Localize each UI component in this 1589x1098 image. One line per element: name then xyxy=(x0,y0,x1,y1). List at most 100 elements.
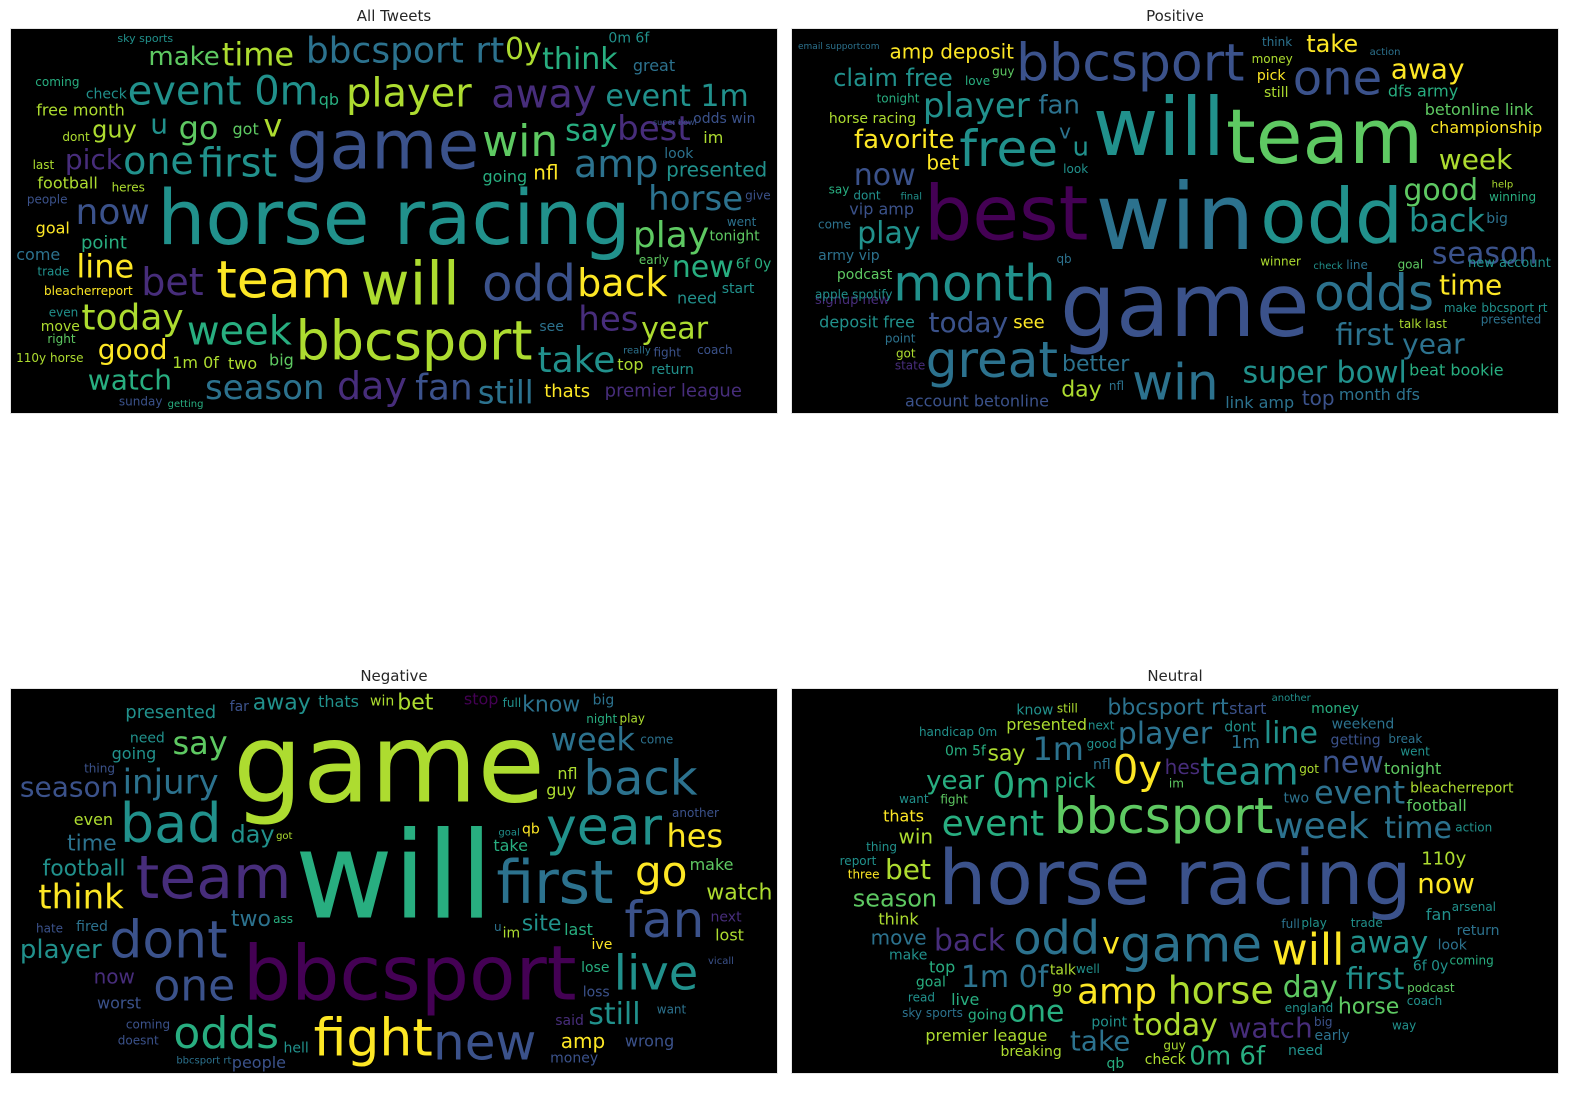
cloud-word: first xyxy=(199,140,277,186)
cloud-word: go xyxy=(635,847,687,896)
cloud-word: day xyxy=(337,364,407,408)
cloud-word: guy xyxy=(546,781,576,800)
cloud-word: pick xyxy=(1257,68,1286,84)
cloud-word: coach xyxy=(697,343,733,357)
cloud-word: today xyxy=(1133,1008,1218,1043)
cloud-word: make xyxy=(889,948,927,964)
cloud-word: back xyxy=(577,261,667,305)
cloud-word: qb xyxy=(319,90,339,109)
panel-positive: Positive win game will best odd team bbcsport f… xyxy=(791,6,1559,416)
cloud-word: know xyxy=(1016,702,1053,718)
cloud-word: odd xyxy=(482,255,576,313)
cloud-word: going xyxy=(483,167,528,186)
cloud-word: season xyxy=(853,885,937,913)
cloud-word: day xyxy=(1283,970,1338,1005)
cloud-word: team xyxy=(136,843,292,913)
cloud-word: now xyxy=(94,965,135,989)
cloud-word: think xyxy=(542,42,618,77)
cloud-word: got xyxy=(276,831,292,842)
cloud-word: point xyxy=(885,332,916,346)
cloud-word: win xyxy=(1132,354,1218,412)
cloud-word: two xyxy=(231,907,271,932)
cloud-word: player xyxy=(20,935,102,965)
cloud-word: week xyxy=(1274,806,1369,847)
cloud-word: hell xyxy=(283,1041,308,1057)
cloud-word: break xyxy=(1388,732,1422,746)
cloud-word: best xyxy=(924,169,1088,258)
cloud-word: win xyxy=(482,116,558,167)
cloud-word: thats xyxy=(318,692,359,711)
word-cloud-negative: will game bbcsport first team bad year dont figh… xyxy=(10,688,778,1074)
cloud-word: talk xyxy=(1050,962,1077,978)
cloud-word: two xyxy=(1284,791,1310,807)
cloud-word: first xyxy=(496,848,613,918)
cloud-word: new xyxy=(672,250,734,285)
cloud-word: v xyxy=(263,106,282,144)
cloud-word: money xyxy=(1311,701,1359,717)
cloud-word: return xyxy=(651,362,694,378)
cloud-word: coming xyxy=(1450,954,1494,968)
cloud-word: first xyxy=(1346,962,1405,997)
cloud-word: hes xyxy=(1165,755,1200,779)
cloud-word: getting xyxy=(1331,733,1381,749)
cloud-word: still xyxy=(1057,702,1078,716)
cloud-word: early xyxy=(1315,1028,1350,1044)
cloud-word: tonight xyxy=(1384,759,1441,778)
cloud-word: 6f 0y xyxy=(736,256,771,272)
cloud-word: deposit free xyxy=(819,313,915,332)
cloud-word: will xyxy=(361,250,460,320)
cloud-word: well xyxy=(1076,962,1100,976)
cloud-word: football xyxy=(37,174,97,193)
cloud-word: claim free xyxy=(833,64,953,92)
cloud-word: bet xyxy=(926,150,959,174)
cloud-word: still xyxy=(1264,85,1288,101)
cloud-word: going xyxy=(112,744,157,763)
cloud-word: need xyxy=(677,288,717,307)
cloud-word: today xyxy=(929,306,1009,339)
cloud-word: action xyxy=(1370,47,1401,58)
cloud-word: first xyxy=(1335,318,1394,353)
cloud-word: move xyxy=(871,926,927,950)
cloud-word: live xyxy=(951,990,979,1009)
cloud-word: 0m xyxy=(992,765,1050,806)
cloud-word: report xyxy=(840,854,877,868)
cloud-word: guy xyxy=(992,65,1014,79)
cloud-word: site xyxy=(522,912,562,937)
cloud-word: dont xyxy=(1224,720,1256,736)
cloud-word: link amp xyxy=(1225,393,1294,412)
cloud-word: say xyxy=(988,742,1026,767)
cloud-word: goal xyxy=(1398,257,1424,271)
cloud-word: bet xyxy=(141,260,203,304)
cloud-word: tonight xyxy=(877,92,920,106)
cloud-word: take xyxy=(1070,1025,1131,1058)
cloud-word: one xyxy=(153,961,235,1012)
cloud-word: one xyxy=(1293,51,1382,107)
cloud-word: beat bookie xyxy=(1409,361,1503,380)
cloud-word: year xyxy=(1402,327,1465,360)
cloud-word: horse racing xyxy=(157,173,631,262)
cloud-word: full xyxy=(503,696,522,710)
cloud-word: love xyxy=(965,74,990,88)
cloud-word: game xyxy=(286,106,479,185)
cloud-word: new xyxy=(433,1013,536,1071)
cloud-word: trade xyxy=(1351,916,1383,930)
cloud-word: now xyxy=(76,192,150,233)
cloud-word: time xyxy=(1384,811,1452,846)
cloud-word: breaking xyxy=(1000,1044,1061,1060)
cloud-word: come xyxy=(16,245,60,264)
cloud-word: arsenal xyxy=(1452,900,1496,914)
cloud-word: nfl xyxy=(533,161,558,185)
cloud-word: free xyxy=(959,120,1058,178)
cloud-word: bbcsport rt xyxy=(1107,696,1229,721)
cloud-word: week xyxy=(187,308,293,354)
cloud-word: big xyxy=(1314,1015,1333,1029)
cloud-word: sky sports xyxy=(117,32,173,45)
cloud-word: ass xyxy=(273,912,293,926)
cloud-word: great xyxy=(926,331,1058,389)
cloud-word: bad xyxy=(120,792,222,855)
cloud-word: bet xyxy=(397,690,434,715)
cloud-word: another xyxy=(672,806,719,820)
cloud-word: think xyxy=(878,910,919,929)
